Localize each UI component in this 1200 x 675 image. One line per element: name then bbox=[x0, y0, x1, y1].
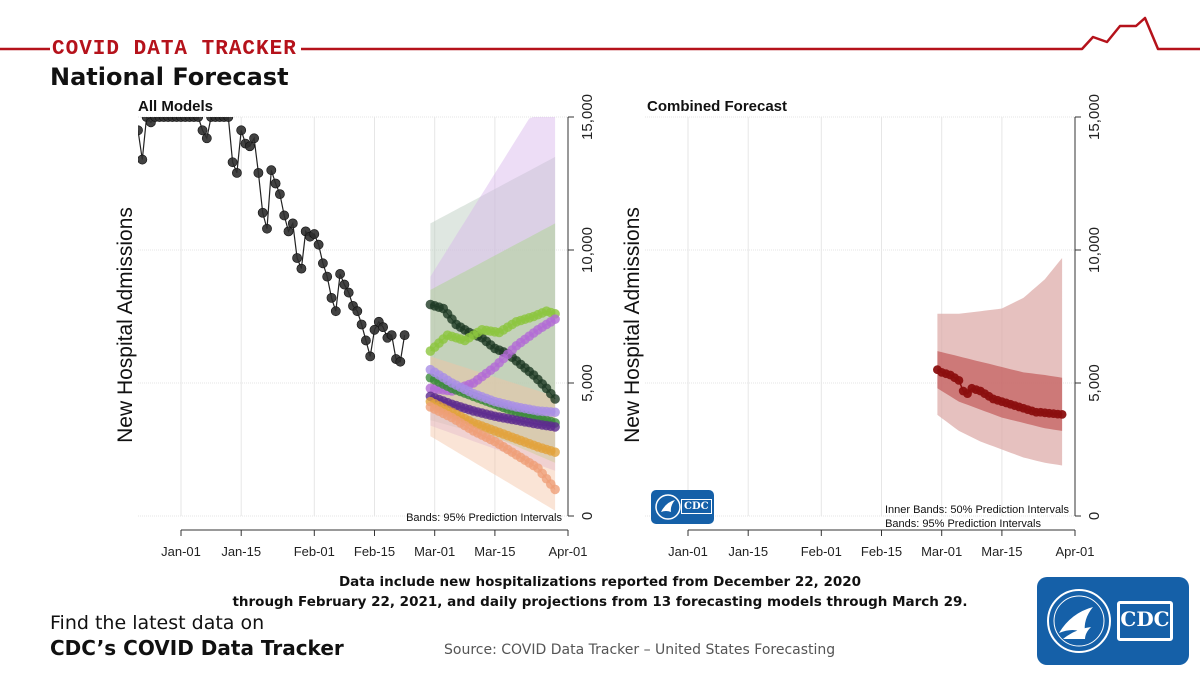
page-title: National Forecast bbox=[50, 63, 289, 91]
x-tick-label: Feb-15 bbox=[354, 544, 395, 559]
observed-point bbox=[296, 263, 307, 274]
observed-point bbox=[365, 351, 376, 362]
cdc-logo-text: CDC bbox=[1120, 607, 1170, 631]
observed-point bbox=[395, 356, 406, 367]
y-tick-label: 15,000 bbox=[579, 94, 596, 140]
observed-point bbox=[313, 239, 324, 250]
observed-point bbox=[257, 207, 268, 218]
footer-note-line2: through February 22, 2021, and daily pro… bbox=[232, 594, 968, 610]
header-rule bbox=[0, 16, 1200, 51]
footer-note-line1: Data include new hospitalizations report… bbox=[338, 574, 862, 590]
observed-point bbox=[236, 125, 247, 136]
y-tick-label: 10,000 bbox=[579, 227, 596, 273]
observed-point bbox=[223, 117, 234, 122]
observed-point bbox=[197, 125, 208, 136]
forecast-point-1 bbox=[954, 375, 964, 385]
tracker-title: COVID DATA TRACKER bbox=[50, 38, 301, 61]
observed-point bbox=[292, 253, 302, 263]
observed-point bbox=[335, 269, 345, 279]
y-tick-label: 0 bbox=[579, 512, 596, 520]
observed-point bbox=[326, 292, 337, 303]
mini-logo-text: CDC bbox=[681, 499, 712, 514]
forecast-point-5 bbox=[550, 422, 560, 432]
x-tick-label: Jan-15 bbox=[728, 544, 768, 559]
y-tick-label: 10,000 bbox=[1086, 227, 1103, 273]
prediction-band-2 bbox=[430, 117, 556, 471]
source-text: Source: COVID Data Tracker – United Stat… bbox=[444, 642, 836, 658]
forecast-point-1 bbox=[1057, 409, 1067, 419]
x-tick-label: Mar-15 bbox=[981, 544, 1022, 559]
x-tick-label: Mar-01 bbox=[921, 544, 962, 559]
x-tick-label: Feb-15 bbox=[861, 544, 902, 559]
find-latest-text: Find the latest data on bbox=[50, 612, 265, 634]
plot-area bbox=[138, 117, 560, 511]
observed-point bbox=[317, 258, 328, 269]
observed-point bbox=[322, 271, 333, 282]
observed-point bbox=[201, 133, 212, 144]
chart-panel-1: Jan-01 Jan-15 Feb-01 Feb-15 Mar-01 Mar-15 Apr-… bbox=[114, 94, 596, 559]
y-tick-label: 0 bbox=[1086, 512, 1103, 520]
x-tick-label: Jan-01 bbox=[668, 544, 708, 559]
cdc-logo-box bbox=[1117, 601, 1173, 641]
band-note: Bands: 95% Prediction Intervals bbox=[406, 512, 562, 524]
band-note: Bands: 95% Prediction Intervals bbox=[885, 518, 1041, 530]
observed-point bbox=[138, 125, 143, 136]
prediction-band-1 bbox=[430, 156, 556, 455]
observed-point bbox=[330, 306, 341, 317]
forecast-point-6 bbox=[550, 407, 560, 418]
cdc-logo: CDC bbox=[1037, 577, 1189, 665]
observed-point bbox=[339, 279, 350, 290]
x-tick-label: Jan-15 bbox=[221, 544, 261, 559]
x-tick-label: Mar-01 bbox=[414, 544, 455, 559]
forecast-point-8 bbox=[550, 484, 560, 495]
observed-point bbox=[266, 165, 277, 176]
y-tick-label: 5,000 bbox=[1086, 364, 1103, 402]
observed-point bbox=[279, 210, 290, 221]
forecast-charts: Jan-01 Jan-15 Feb-01 Feb-15 Mar-01 Mar-15 Apr-… bbox=[114, 94, 1103, 559]
observed-point bbox=[138, 154, 148, 165]
observed-point bbox=[283, 226, 294, 237]
forecast-point-3 bbox=[550, 314, 560, 324]
forecast-point-1 bbox=[550, 394, 560, 404]
observed-point bbox=[227, 157, 238, 168]
observed-point bbox=[399, 330, 410, 341]
y-tick-label: 15,000 bbox=[1086, 94, 1103, 140]
observed-point bbox=[386, 330, 397, 341]
forecast-point-7 bbox=[550, 447, 560, 457]
tracker-link-text[interactable]: CDC’s COVID Data Tracker bbox=[50, 636, 344, 660]
x-tick-label: Apr-01 bbox=[1055, 544, 1094, 559]
y-tick-label: 5,000 bbox=[579, 364, 596, 402]
observed-point bbox=[270, 178, 281, 189]
x-tick-label: Apr-01 bbox=[548, 544, 587, 559]
x-tick-label: Feb-01 bbox=[801, 544, 842, 559]
chart-panel-2: Jan-01 Jan-15 Feb-01 Feb-15 Mar-01 Mar-15 Apr-… bbox=[621, 94, 1103, 559]
y-axis-label: New Hospital Admissions bbox=[621, 207, 644, 443]
observed-point bbox=[193, 117, 204, 122]
observed-point bbox=[274, 189, 285, 200]
chart-title: All Models bbox=[138, 98, 213, 115]
observed-point bbox=[287, 218, 298, 229]
x-tick-label: Feb-01 bbox=[294, 544, 335, 559]
observed-point bbox=[360, 335, 371, 346]
x-tick-label: Mar-15 bbox=[474, 544, 515, 559]
observed-point bbox=[253, 167, 264, 178]
observed-point bbox=[244, 141, 255, 152]
observed-point bbox=[231, 167, 242, 178]
observed-point bbox=[262, 223, 272, 234]
observed-point bbox=[356, 319, 367, 330]
observed-point bbox=[309, 229, 320, 239]
observed-point bbox=[352, 306, 363, 317]
observed-point bbox=[249, 133, 259, 144]
plot-area bbox=[933, 258, 1067, 466]
band-note-inner: Inner Bands: 50% Prediction Intervals bbox=[885, 504, 1070, 516]
observed-point bbox=[378, 322, 388, 333]
y-axis-label: New Hospital Admissions bbox=[114, 207, 137, 443]
x-tick-label: Jan-01 bbox=[161, 544, 201, 559]
chart-title: Combined Forecast bbox=[647, 98, 787, 115]
cdc-mini-logo: CDC bbox=[651, 490, 714, 524]
observed-point bbox=[343, 287, 354, 298]
